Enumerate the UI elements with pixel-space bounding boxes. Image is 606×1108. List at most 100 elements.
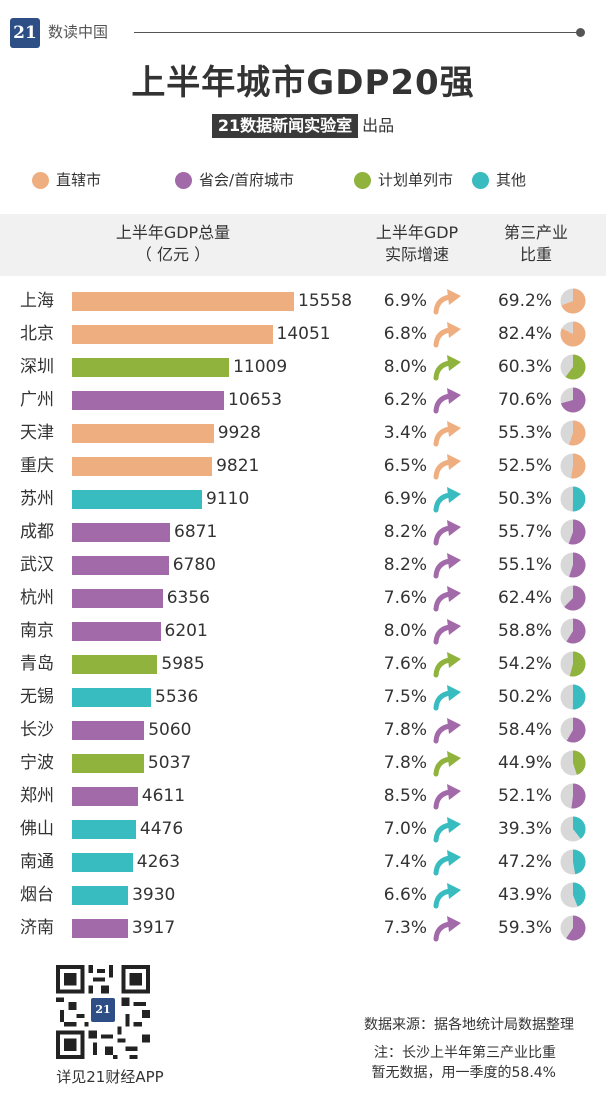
- tertiary-pie: [560, 915, 586, 941]
- tertiary-pie: [560, 321, 586, 347]
- growth-arrow-icon: [433, 817, 461, 843]
- legend-label: 省会/首府城市: [199, 171, 295, 189]
- city-label: 佛山: [20, 819, 54, 839]
- tertiary-pie: [560, 288, 586, 314]
- tertiary-label: 43.9%: [497, 885, 552, 905]
- city-label: 南通: [20, 852, 54, 872]
- gdp-value-label: 6780: [172, 555, 216, 575]
- growth-label: 7.8%: [383, 753, 427, 773]
- growth-label: 7.0%: [383, 819, 427, 839]
- tertiary-pie: [560, 618, 586, 644]
- growth-arrow-icon: [433, 718, 461, 744]
- city-label: 郑州: [20, 786, 54, 806]
- city-label: 深圳: [20, 357, 54, 377]
- gdp-value-label: 6356: [166, 588, 210, 608]
- growth-arrow-icon: [433, 322, 461, 348]
- legend-label: 其他: [496, 171, 527, 189]
- gdp-value-label: 5536: [155, 687, 199, 707]
- tertiary-pie: [560, 651, 586, 677]
- tertiary-pie: [560, 453, 586, 479]
- legend-swatch: [175, 172, 192, 189]
- city-label: 苏州: [20, 489, 54, 509]
- city-label: 南京: [20, 621, 54, 641]
- growth-arrow-icon: [433, 586, 461, 612]
- growth-arrow-icon: [433, 850, 461, 876]
- chart-subtitle: 21数据新闻实验室 出品: [0, 114, 606, 138]
- growth-label: 6.5%: [383, 456, 427, 476]
- header-gdp-total: 上半年GDP总量 （ 亿元 ）: [88, 222, 258, 266]
- gdp-bar: [72, 655, 158, 674]
- legend-label: 直辖市: [56, 171, 102, 189]
- growth-label: 6.2%: [383, 390, 427, 410]
- header-growth: 上半年GDP 实际增速: [358, 222, 476, 266]
- gdp-value-label: 11009: [233, 357, 288, 377]
- tertiary-pie: [560, 684, 586, 710]
- gdp-bar: [72, 325, 273, 344]
- gdp-bar: [72, 853, 133, 872]
- city-label: 青岛: [20, 654, 54, 674]
- gdp-value-label: 9928: [217, 423, 261, 443]
- brand-name: 数读中国: [48, 23, 109, 41]
- tertiary-pie: [560, 849, 586, 875]
- growth-arrow-icon: [433, 883, 461, 909]
- tertiary-label: 60.3%: [497, 357, 552, 377]
- growth-label: 3.4%: [383, 423, 427, 443]
- tertiary-label: 50.2%: [497, 687, 552, 707]
- gdp-value-label: 5060: [148, 720, 192, 740]
- gdp-value-label: 6871: [174, 522, 218, 542]
- growth-label: 6.9%: [383, 489, 427, 509]
- growth-label: 7.5%: [383, 687, 427, 707]
- growth-label: 6.9%: [383, 291, 427, 311]
- gdp-bar: [72, 589, 163, 608]
- growth-arrow-icon: [433, 289, 461, 315]
- tertiary-label: 55.1%: [497, 555, 552, 575]
- growth-arrow-icon: [433, 619, 461, 645]
- growth-arrow-icon: [433, 421, 461, 447]
- subtitle-badge: 21数据新闻实验室: [211, 114, 359, 138]
- city-label: 烟台: [20, 885, 54, 905]
- gdp-bar: [72, 820, 136, 839]
- tertiary-label: 54.2%: [497, 654, 552, 674]
- growth-arrow-icon: [433, 388, 461, 414]
- growth-label: 7.6%: [383, 588, 427, 608]
- header-divider-dot: [576, 28, 585, 37]
- gdp-value-label: 5037: [147, 753, 192, 773]
- city-label: 成都: [20, 522, 54, 542]
- growth-label: 7.6%: [383, 654, 427, 674]
- chart-title: 上半年城市GDP20强: [131, 63, 475, 103]
- growth-label: 7.8%: [383, 720, 427, 740]
- city-label: 广州: [20, 390, 54, 410]
- gdp-value-label: 4611: [141, 786, 186, 806]
- growth-arrow-icon: [433, 784, 461, 810]
- growth-label: 8.2%: [383, 522, 427, 542]
- subtitle-tail: 出品: [362, 116, 395, 135]
- tertiary-label: 62.4%: [497, 588, 552, 608]
- gdp-value-label: 4476: [139, 819, 184, 839]
- gdp-bar: [72, 391, 224, 410]
- gdp-value-label: 3917: [131, 918, 176, 938]
- gdp-bar: [72, 919, 128, 938]
- tertiary-pie: [560, 882, 586, 908]
- tertiary-label: 44.9%: [497, 753, 552, 773]
- tertiary-label: 58.8%: [497, 621, 552, 641]
- city-label: 北京: [20, 324, 54, 344]
- gdp-value-label: 14051: [276, 324, 331, 344]
- growth-arrow-icon: [433, 652, 461, 678]
- legend-swatch: [354, 172, 371, 189]
- gdp-value-label: 4263: [136, 852, 181, 872]
- gdp-bar: [72, 556, 169, 575]
- growth-label: 7.3%: [383, 918, 427, 938]
- header-tertiary: 第三产业 比重: [486, 222, 586, 266]
- tertiary-label: 82.4%: [497, 324, 552, 344]
- growth-label: 8.5%: [383, 786, 427, 806]
- growth-arrow-icon: [433, 355, 461, 381]
- tertiary-pie: [560, 552, 586, 578]
- gdp-bar: [72, 457, 213, 476]
- tertiary-pie: [560, 816, 586, 842]
- gdp-bar: [72, 358, 230, 377]
- gdp-bar: [72, 424, 214, 443]
- city-label: 天津: [20, 423, 54, 443]
- header-gdp-total-line1: 上半年GDP总量: [115, 223, 231, 242]
- legend-label: 计划单列市: [378, 171, 454, 189]
- header-gdp-total-line2: （ 亿元 ）: [135, 245, 211, 264]
